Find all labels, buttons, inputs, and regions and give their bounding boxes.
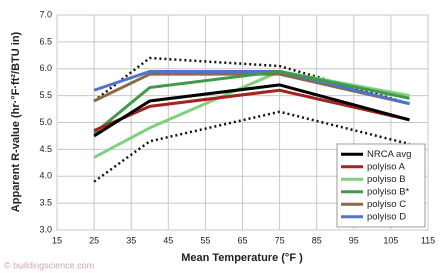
x-tick-label: 105 xyxy=(383,235,398,245)
x-tick-label: 75 xyxy=(275,235,285,245)
x-tick-label: 65 xyxy=(237,235,247,245)
y-tick-label: 3.0 xyxy=(39,224,52,234)
legend-text: NRCA avg xyxy=(367,149,411,160)
x-tick-label: 15 xyxy=(52,235,62,245)
series-line xyxy=(93,69,410,135)
y-tick-label: 6.0 xyxy=(39,63,52,73)
legend-text: polyiso B xyxy=(367,174,406,185)
y-tick-label: 5.5 xyxy=(39,90,52,100)
watermark: © buildingscience.com xyxy=(4,260,94,270)
x-tick-label: 25 xyxy=(89,235,99,245)
y-tick-label: 6.5 xyxy=(39,36,52,46)
series-line xyxy=(93,110,410,183)
legend-text: polyiso A xyxy=(367,161,406,172)
y-axis-title: Apparent R-value (hr·°F·ft²/BTU in) xyxy=(10,31,22,212)
legend-text: polyiso C xyxy=(367,199,406,210)
y-tick-label: 5.0 xyxy=(39,117,52,127)
y-tick-label: 7.0 xyxy=(39,9,52,19)
legend-text: polyiso B* xyxy=(367,186,410,197)
x-axis-title: Mean Temperature (°F ) xyxy=(181,252,303,264)
y-tick-label: 4.0 xyxy=(39,171,52,181)
x-tick-label: 85 xyxy=(312,235,322,245)
y-tick-label: 4.5 xyxy=(39,144,52,154)
x-tick-label: 115 xyxy=(421,235,435,245)
series-line xyxy=(93,69,410,106)
x-tick-label: 45 xyxy=(163,235,173,245)
x-tick-label: 95 xyxy=(349,235,359,245)
y-tick-label: 3.5 xyxy=(39,198,52,208)
x-tick-label: 55 xyxy=(200,235,210,245)
x-tick-label: 35 xyxy=(126,235,136,245)
legend-box xyxy=(336,143,426,228)
series-line xyxy=(93,83,410,138)
legend-text: polyiso D xyxy=(367,211,406,222)
